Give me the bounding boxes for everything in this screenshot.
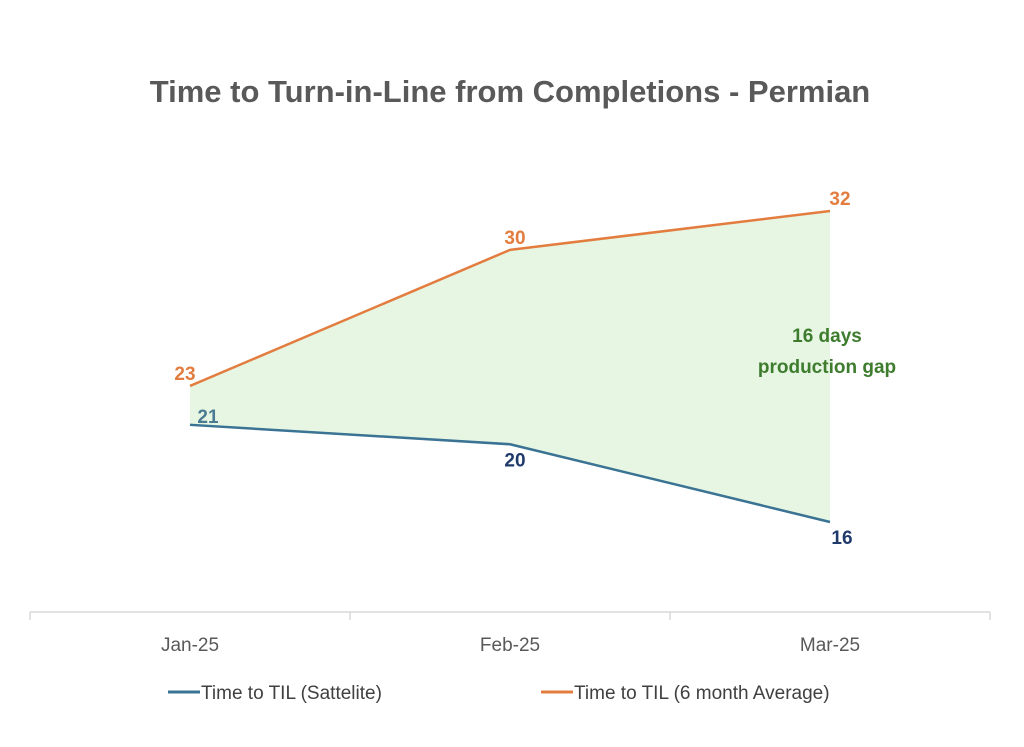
data-label: 23 <box>174 364 195 385</box>
x-tick-label: Feb-25 <box>480 635 540 656</box>
data-label: 21 <box>197 407 219 428</box>
annotation-text: production gap <box>758 357 896 378</box>
series-line-average <box>189 209 831 388</box>
plot-area: 21 20 16 23 30 32 16 days production gap <box>174 189 896 549</box>
x-tick-label: Mar-25 <box>800 635 860 656</box>
legend-item: Time to TIL (6 month Average) <box>541 683 830 704</box>
gap-area <box>190 211 830 522</box>
x-axis: Jan-25 Feb-25 Mar-25 <box>29 611 991 656</box>
chart-title: Time to Turn-in-Line from Completions - … <box>150 74 871 109</box>
legend-label: Time to TIL (6 month Average) <box>574 683 830 704</box>
legend-item: Time to TIL (Sattelite) <box>168 683 382 704</box>
data-label: 30 <box>504 228 525 249</box>
x-tick-label: Jan-25 <box>161 635 219 656</box>
data-label: 16 <box>831 528 852 549</box>
series-line-satellite <box>189 423 831 524</box>
legend-label: Time to TIL (Sattelite) <box>201 683 382 704</box>
data-label: 32 <box>829 189 850 210</box>
legend: Time to TIL (Sattelite) Time to TIL (6 m… <box>168 683 830 704</box>
annotation-text: 16 days <box>792 326 862 347</box>
data-label: 20 <box>504 450 525 471</box>
